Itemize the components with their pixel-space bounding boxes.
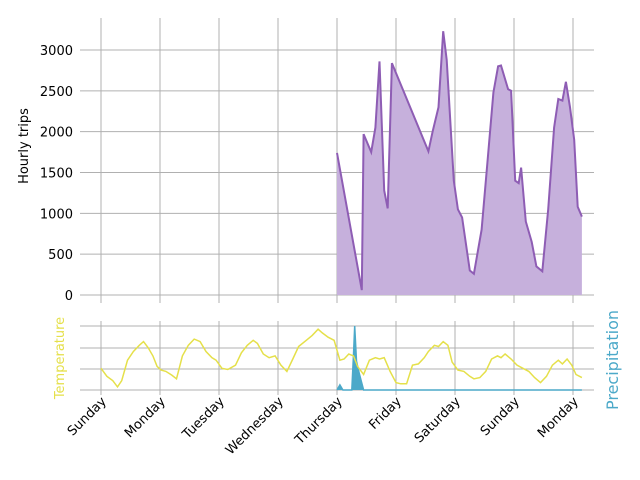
bottom-grid: [80, 321, 594, 395]
y-tick-label: 0: [65, 289, 73, 304]
y-tick-label: 1500: [40, 167, 73, 182]
bottom-panel: Temperature Precipitation: [53, 310, 622, 410]
y-tick-label: 2000: [40, 126, 73, 141]
trips-line: [336, 31, 583, 291]
x-tick-label: Monday: [535, 394, 582, 441]
x-tick-label: Thursday: [292, 394, 346, 448]
x-tick-label: Wednesday: [223, 394, 287, 458]
precipitation-line: [336, 325, 582, 391]
x-tick-label: Monday: [122, 394, 169, 441]
precipitation-label: Precipitation: [603, 310, 622, 410]
y-tick-label: 1000: [40, 207, 73, 222]
y-tick-label: 500: [48, 248, 73, 263]
x-tick-label: Saturday: [412, 394, 464, 446]
x-tick-label: Sunday: [478, 394, 523, 439]
y-tick-label: 3000: [40, 44, 73, 59]
top-yticks: 0 500 1000 1500 2000 2500 3000: [40, 44, 73, 304]
y-tick-label: 2500: [40, 85, 73, 100]
top-ylabel: Hourly trips: [17, 108, 32, 184]
x-tick-label: Sunday: [65, 394, 110, 439]
top-panel: 0 500 1000 1500 2000 2500 3000 Hourly trips: [17, 18, 594, 304]
temperature-label: Temperature: [53, 317, 68, 400]
temperature-line: [100, 328, 583, 389]
x-tick-label: Friday: [366, 394, 405, 433]
trips-area: [337, 31, 582, 295]
x-tick-label: Tuesday: [179, 394, 228, 443]
